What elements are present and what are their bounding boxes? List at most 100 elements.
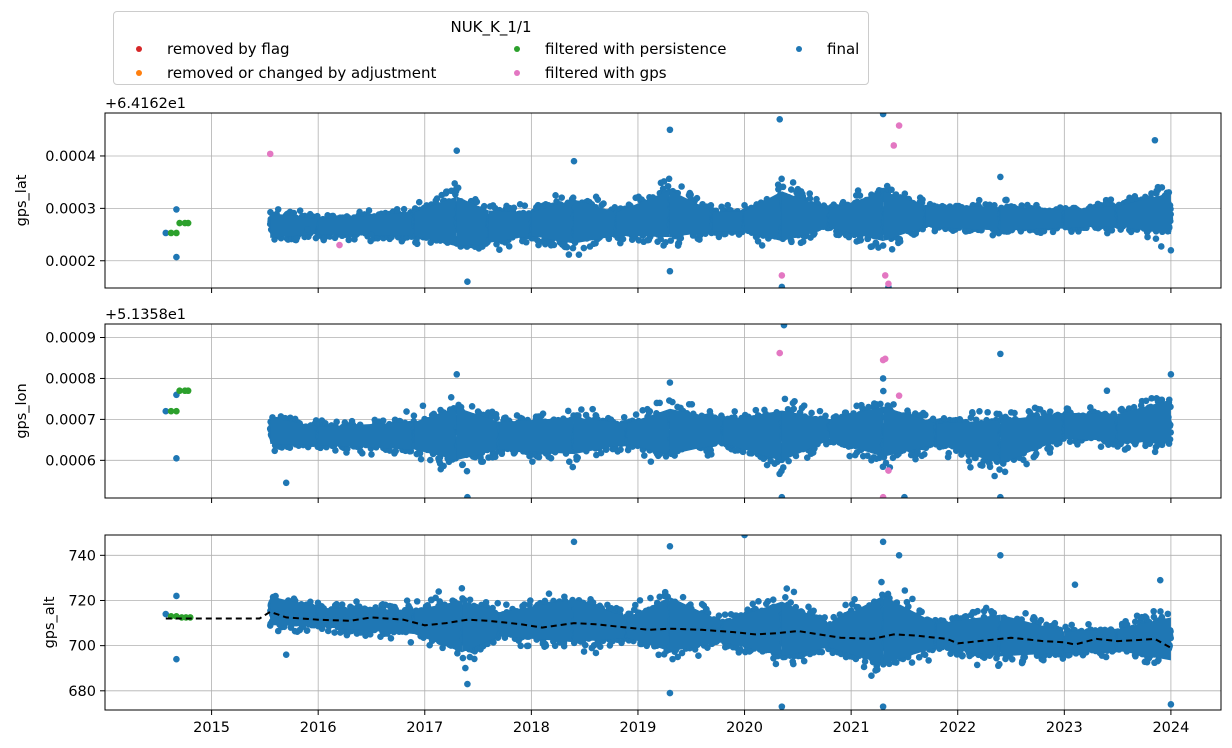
final-point — [778, 283, 786, 288]
final-point — [594, 196, 602, 203]
final-point — [558, 194, 565, 201]
final-point — [776, 115, 784, 123]
final-point — [368, 231, 375, 238]
final-point — [888, 245, 896, 253]
final-point — [879, 113, 887, 118]
persistence-point — [184, 219, 192, 227]
final-point — [678, 183, 685, 190]
gps-point — [895, 122, 903, 129]
final-point — [778, 175, 785, 183]
final-point — [454, 184, 462, 192]
series-filtered-with-persistence — [167, 219, 192, 237]
series-final — [162, 324, 1175, 498]
final-point — [919, 196, 926, 203]
final-point — [754, 237, 762, 245]
final-point — [1144, 233, 1151, 241]
final-band — [414, 196, 457, 247]
final-point — [693, 194, 701, 202]
final-point — [569, 194, 577, 201]
final-band — [925, 205, 1001, 231]
final-point — [662, 238, 669, 246]
final-point — [433, 195, 441, 202]
final-point — [975, 196, 983, 204]
final-point — [666, 267, 674, 275]
final-point — [779, 183, 787, 191]
final-point — [1107, 196, 1115, 203]
final-point — [600, 200, 607, 207]
final-point — [510, 204, 518, 212]
final-band — [573, 199, 617, 244]
final-band — [829, 191, 884, 242]
final-point — [758, 242, 766, 249]
final-point — [365, 207, 373, 214]
final-point — [464, 278, 471, 286]
gps-point — [881, 272, 889, 279]
final-band — [781, 191, 830, 242]
persistence-point — [173, 229, 180, 237]
final-band — [488, 210, 532, 243]
final-point — [677, 234, 685, 242]
final-point — [415, 198, 423, 206]
series-final — [162, 113, 1175, 288]
final-band — [318, 212, 415, 236]
final-band — [1000, 207, 1065, 231]
final-point — [400, 205, 408, 213]
final-point — [657, 235, 665, 243]
final-point — [173, 253, 180, 261]
final-point — [552, 192, 559, 199]
final-point — [660, 178, 668, 185]
final-band — [531, 199, 574, 244]
final-point — [1158, 184, 1166, 191]
gridlines — [105, 324, 1221, 498]
final-point — [806, 195, 814, 202]
final-point — [1151, 136, 1159, 144]
final-point — [1108, 227, 1116, 234]
final-point — [290, 209, 298, 217]
final-point — [570, 157, 578, 165]
final-band — [744, 191, 782, 242]
gps-point — [778, 272, 786, 279]
final-point — [473, 198, 481, 206]
final-point — [1003, 196, 1010, 204]
final-point — [451, 180, 458, 187]
final-point — [788, 238, 795, 246]
final-point — [666, 126, 674, 134]
gps-point — [266, 150, 274, 158]
gps-point — [885, 280, 892, 288]
data-marks — [162, 113, 1175, 288]
final-band — [616, 190, 670, 238]
x-ticks — [211, 288, 1172, 293]
final-point — [563, 243, 571, 251]
final-point — [550, 241, 558, 249]
gps-point — [336, 241, 343, 249]
final-point — [856, 192, 864, 199]
final-point — [806, 190, 814, 197]
final-band — [712, 211, 745, 232]
final-point — [304, 226, 311, 233]
final-point — [667, 237, 675, 244]
final-point — [619, 235, 627, 243]
final-point — [799, 238, 807, 245]
final-point — [1157, 243, 1165, 250]
final-point — [1152, 235, 1160, 242]
data-marks — [162, 324, 1175, 498]
final-point — [496, 246, 503, 254]
final-point — [413, 240, 421, 248]
final-point — [665, 175, 673, 183]
y-tick-label: 0.0002 — [45, 254, 96, 270]
final-point — [358, 449, 366, 457]
final-point — [611, 203, 619, 211]
final-point — [356, 208, 363, 216]
gps-point — [890, 142, 898, 149]
y-offset-label: +6.4162e1 — [105, 96, 186, 112]
y-tick-label: 0.0004 — [45, 149, 96, 165]
final-point — [575, 251, 583, 258]
final-point — [453, 147, 461, 155]
final-point — [296, 207, 304, 214]
final-point — [505, 243, 513, 250]
final-band — [669, 190, 713, 238]
